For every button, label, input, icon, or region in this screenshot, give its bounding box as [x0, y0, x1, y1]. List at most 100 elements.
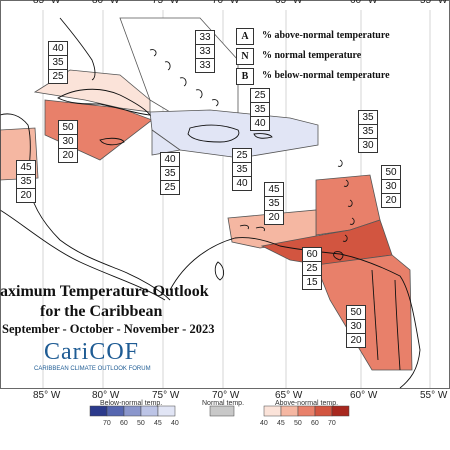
forecast-above: 25: [251, 89, 269, 103]
zone-trinidad: [260, 219, 393, 266]
forecast-below: 15: [306, 277, 318, 288]
map-subtitle: for the Caribbean: [40, 303, 163, 320]
forecast-normal: 30: [347, 320, 365, 334]
lon-label: 80° W: [92, 0, 120, 6]
scale-tick: 45: [154, 420, 162, 427]
map-period: September - October - November - 2023: [2, 322, 215, 336]
forecast-box: 40 35 25: [160, 152, 180, 195]
forecast-below: 20: [268, 212, 280, 223]
legend-text: % normal temperature: [262, 50, 362, 61]
map-title: aximum Temperature Outlook: [0, 283, 209, 300]
forecast-normal: 25: [303, 262, 321, 276]
scale-swatch-below-0: [89, 405, 108, 417]
forecast-normal: 35: [161, 167, 179, 181]
scale-swatch-below-4: [157, 405, 176, 417]
lon-label: 70° W: [212, 0, 240, 6]
scale-tick: 70: [103, 420, 111, 427]
forecast-above: 40: [161, 153, 179, 167]
forecast-below: 25: [164, 182, 176, 193]
forecast-above: 45: [265, 183, 283, 197]
lon-label: 85° W: [33, 0, 61, 6]
forecast-below: 40: [254, 118, 266, 129]
longitude-labels: 85° W 80° W 75° W 70° W 65° W 60° W 55° …: [33, 0, 448, 401]
legend-row: A % above-normal temperature: [236, 26, 450, 46]
lon-label: 65° W: [275, 390, 303, 401]
legend-row: B % below-normal temperature: [236, 66, 450, 86]
forecast-below: 20: [350, 335, 362, 346]
legend-key: A: [236, 28, 254, 45]
caricof-logo: CariCOF CARIBBEAN CLIMATE OUTLOOK FORUM: [30, 339, 180, 377]
scale-tick: 50: [137, 420, 145, 427]
scale-swatch-below-1: [106, 405, 125, 417]
lon-label: 55° W: [420, 390, 448, 401]
scale-swatch-normal: [209, 405, 235, 417]
scale-swatch-above-4: [331, 405, 350, 417]
forecast-above: 50: [382, 166, 400, 180]
forecast-box: 60 25 15: [302, 247, 322, 290]
coastlines: [0, 17, 421, 389]
forecast-above: 40: [49, 42, 67, 56]
forecast-box: 50 30 20: [58, 120, 78, 163]
forecast-below: 25: [52, 71, 64, 82]
forecast-below: 20: [20, 190, 32, 201]
forecast-normal: 35: [265, 197, 283, 211]
lon-label: 60° W: [350, 0, 378, 6]
forecast-normal: 35: [17, 175, 35, 189]
forecast-box: 35 35 30: [358, 110, 378, 153]
lon-label: 65° W: [275, 0, 303, 6]
scale-swatch-below-3: [140, 405, 159, 417]
legend-key: N: [236, 48, 254, 65]
forecast-box: 25 35 40: [232, 148, 252, 191]
forecast-normal: 35: [49, 56, 67, 70]
forecast-normal: 35: [233, 163, 251, 177]
scale-swatch-above-1: [280, 405, 299, 417]
lon-label: 60° W: [350, 390, 378, 401]
forecast-below: 20: [385, 195, 397, 206]
forecast-normal: 35: [251, 103, 269, 117]
scale-swatch-below-2: [123, 405, 142, 417]
forecast-above: 45: [17, 161, 35, 175]
scale-tick: 60: [311, 420, 319, 427]
scale-swatch-above-2: [297, 405, 316, 417]
scale-swatch-above-3: [314, 405, 333, 417]
scale-above-label: Above-normal temp.: [275, 400, 339, 407]
forecast-above: 50: [347, 306, 365, 320]
forecast-below: 30: [362, 140, 374, 151]
forecast-box: 40 35 25: [48, 41, 68, 84]
forecast-above: 50: [59, 121, 77, 135]
forecast-box: 33 33 33: [195, 30, 215, 73]
scale-tick: 50: [294, 420, 302, 427]
forecast-above: 60: [303, 248, 321, 262]
forecast-above: 35: [359, 111, 377, 125]
forecast-normal: 33: [196, 45, 214, 59]
forecast-below: 20: [62, 150, 74, 161]
scale-tick: 40: [260, 420, 268, 427]
color-scale: [89, 405, 350, 417]
lon-label: 85° W: [33, 390, 61, 401]
scale-swatch-above-0: [263, 405, 282, 417]
logo-name: CariCOF: [44, 339, 140, 365]
forecast-above: 25: [233, 149, 251, 163]
legend-row: N % normal temperature: [236, 46, 450, 66]
lon-label: 75° W: [152, 0, 180, 6]
forecast-box: 50 30 20: [346, 305, 366, 348]
legend-text: % below-normal temperature: [262, 70, 390, 81]
scale-tick: 60: [120, 420, 128, 427]
forecast-box: 25 35 40: [250, 88, 270, 131]
forecast-normal: 30: [382, 180, 400, 194]
forecast-box: 45 35 20: [16, 160, 36, 203]
scale-below-label: Below-normal temp.: [100, 400, 163, 407]
forecast-normal: 30: [59, 135, 77, 149]
lon-label: 75° W: [152, 390, 180, 401]
legend-text: % above-normal temperature: [262, 30, 390, 41]
forecast-box: 50 30 20: [381, 165, 401, 208]
forecast-box: 45 35 20: [264, 182, 284, 225]
scale-tick: 45: [277, 420, 285, 427]
lon-label: 55° W: [420, 0, 448, 6]
lon-label: 70° W: [212, 390, 240, 401]
forecast-normal: 35: [359, 125, 377, 139]
forecast-above: 33: [196, 31, 214, 45]
scale-normal-label: Normal temp.: [202, 400, 245, 407]
scale-tick: 70: [328, 420, 336, 427]
